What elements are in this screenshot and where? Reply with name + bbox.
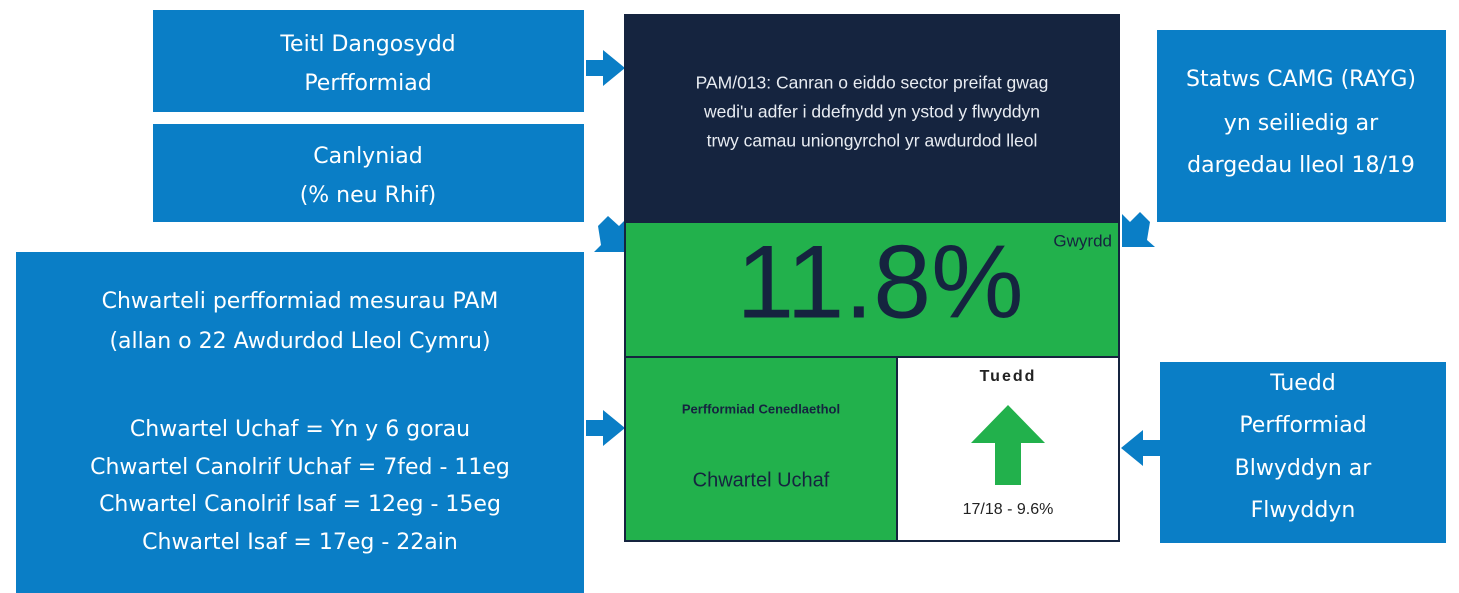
callout-text: Chwartel Isaf = 17eg - 22ain [142, 530, 458, 555]
callout-text: Chwartel Canolrif Isaf = 12eg - 15eg [99, 492, 501, 517]
callout-text: Flwyddyn [1251, 498, 1356, 523]
callout-box [1160, 362, 1446, 543]
callout-text: Chwartel Uchaf = Yn y 6 gorau [130, 417, 470, 442]
callout-text: Chwartel Canolrif Uchaf = 7fed - 11eg [90, 455, 510, 480]
callout-box [16, 252, 584, 593]
callout-text: Statws CAMG (RAYG) [1186, 67, 1416, 92]
callout-text: (allan o 22 Awdurdod Lleol Cymru) [109, 329, 490, 354]
card-title: wedi'u adfer i ddefnydd yn ystod y flwyd… [703, 102, 1040, 122]
callout-text: Perfformiad [1239, 413, 1366, 438]
card-title: PAM/013: Canran o eiddo sector preifat g… [696, 73, 1049, 93]
status-label: Gwyrdd [1053, 231, 1112, 250]
arrow [586, 50, 625, 86]
result-panel [624, 221, 1120, 358]
callout-text: Perfformiad [304, 71, 431, 96]
national-quartile: Chwartel Uchaf [693, 469, 830, 491]
trend-arrow [971, 405, 1045, 485]
trend-value: 17/18 - 9.6% [963, 501, 1054, 518]
callout-box [153, 124, 584, 222]
card-title: trwy camau uniongyrchol yr awdurdod lleo… [707, 131, 1038, 151]
callout-box [153, 10, 584, 112]
callout-text: (% neu Rhif) [300, 183, 437, 208]
arrow [594, 216, 626, 252]
arrow [1122, 212, 1155, 247]
arrow [586, 410, 625, 446]
result-value: 11.8% [736, 224, 1023, 340]
callout-text: Chwarteli perfformiad mesurau PAM [102, 289, 499, 314]
national-panel [624, 356, 898, 542]
callout-box [1157, 30, 1446, 222]
callout-text: Canlyniad [313, 144, 422, 169]
national-label: Perfformiad Cenedlaethol [682, 401, 840, 416]
callout-text: Tuedd [1269, 371, 1336, 396]
callout-text: yn seiliedig ar [1224, 111, 1379, 136]
trend-label: Tuedd [980, 368, 1037, 385]
callout-text: dargedau lleol 18/19 [1187, 153, 1415, 178]
callout-text: Blwyddyn ar [1235, 456, 1373, 481]
arrow [1121, 430, 1160, 466]
card-header [624, 14, 1120, 222]
callout-text: Teitl Dangosydd [279, 32, 455, 57]
